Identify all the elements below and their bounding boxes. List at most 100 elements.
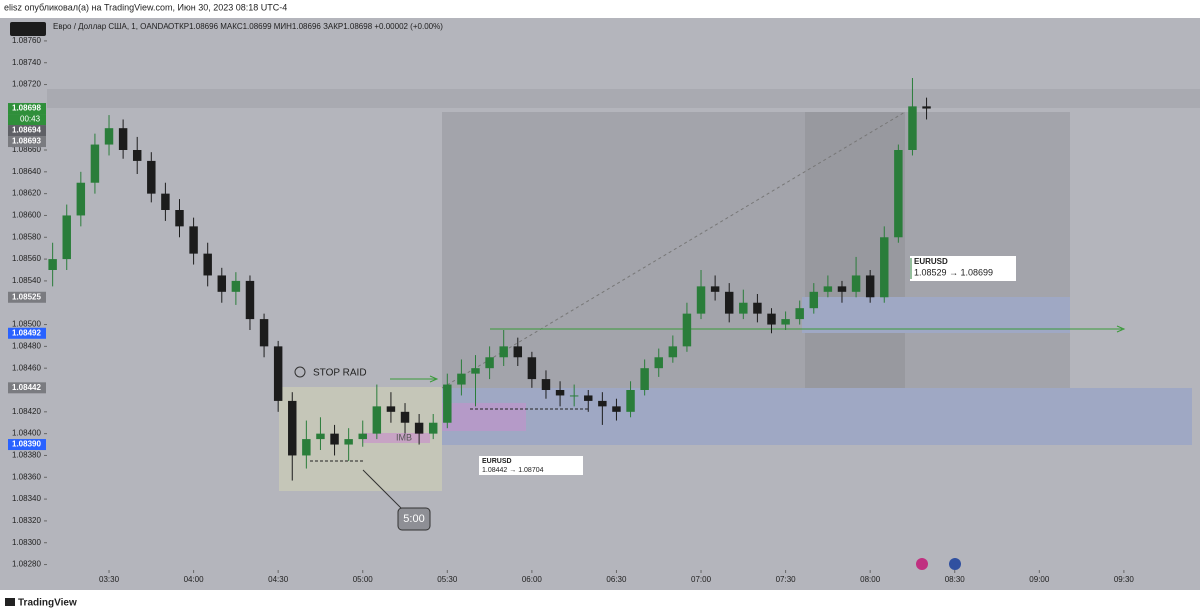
price-label-box bbox=[8, 291, 46, 303]
attribution: elisz опубликовал(а) на TradingView.com,… bbox=[4, 2, 287, 12]
y-tick-label: 1.08320 bbox=[12, 516, 41, 525]
candle-body bbox=[344, 439, 353, 445]
trade-symbol: EURUSD bbox=[482, 458, 512, 465]
candle-body bbox=[851, 275, 861, 292]
annotation: IMB bbox=[396, 432, 412, 442]
candle-body bbox=[273, 346, 283, 401]
candle-body bbox=[823, 286, 833, 292]
candle-body bbox=[400, 411, 410, 423]
countdown-box bbox=[8, 114, 46, 126]
candle-body bbox=[414, 422, 424, 434]
brand-logo bbox=[5, 598, 15, 606]
candle-body bbox=[288, 400, 297, 456]
price-label: 1.08694 bbox=[12, 126, 41, 135]
y-tick-label: 1.08480 bbox=[12, 341, 41, 350]
candle-body bbox=[189, 226, 198, 254]
zone-imbalance bbox=[363, 433, 430, 443]
candle-body bbox=[767, 313, 776, 325]
candle-body bbox=[457, 373, 466, 385]
candle-body bbox=[104, 128, 114, 145]
candle-body bbox=[90, 144, 100, 183]
countdown: 00:43 bbox=[20, 115, 41, 124]
candle-body bbox=[626, 390, 635, 412]
x-tick-label: 08:30 bbox=[945, 575, 966, 584]
candle-body bbox=[541, 379, 551, 390]
x-tick-label: 07:00 bbox=[691, 575, 712, 584]
candle-body bbox=[809, 291, 819, 309]
price-label: 1.08525 bbox=[12, 292, 41, 301]
y-tick-label: 1.08280 bbox=[12, 560, 41, 569]
price-label: 1.08492 bbox=[12, 328, 41, 337]
candle-body bbox=[922, 106, 931, 109]
price-label-box bbox=[8, 125, 46, 137]
x-tick-label: 06:30 bbox=[606, 575, 627, 584]
candle-body bbox=[217, 275, 227, 292]
candle-body bbox=[231, 280, 241, 292]
event-icon bbox=[916, 558, 928, 570]
x-tick-label: 07:30 bbox=[776, 575, 797, 584]
price-label: 1.08698 bbox=[12, 104, 41, 113]
candle-body bbox=[428, 422, 438, 434]
candle-body bbox=[781, 319, 790, 325]
candle-body bbox=[569, 395, 579, 397]
candle-body bbox=[118, 128, 128, 150]
x-tick-label: 08:00 bbox=[860, 575, 881, 584]
event-icon bbox=[949, 558, 961, 570]
y-tick-label: 1.08640 bbox=[12, 167, 41, 176]
price-label-box bbox=[8, 136, 46, 148]
y-tick-label: 1.08380 bbox=[12, 451, 41, 460]
zone-range bbox=[442, 112, 1070, 388]
candle-body bbox=[837, 286, 847, 292]
callout-box bbox=[397, 507, 431, 531]
trade-symbol: EURUSD bbox=[914, 257, 948, 266]
candle-body bbox=[584, 395, 593, 401]
trade-range: 1.08529 → 1.08699 bbox=[914, 267, 993, 277]
trade-label bbox=[479, 456, 583, 475]
annotation: 5:00 bbox=[403, 513, 424, 525]
trade-range: 1.08442 → 1.08704 bbox=[482, 467, 544, 474]
candle-body bbox=[203, 253, 212, 276]
candle-body bbox=[358, 433, 367, 440]
y-tick-label: 1.08360 bbox=[12, 472, 41, 481]
candle-body bbox=[485, 357, 494, 369]
bulb-icon bbox=[294, 366, 306, 378]
y-tick-label: 1.08600 bbox=[12, 211, 41, 220]
candle-body bbox=[682, 313, 692, 347]
y-tick-label: 1.08740 bbox=[12, 58, 41, 67]
y-tick-label: 1.08760 bbox=[12, 36, 41, 45]
y-tick-label: 1.08720 bbox=[12, 80, 41, 89]
price-label: 1.08693 bbox=[12, 137, 41, 146]
candle-body bbox=[739, 302, 748, 314]
x-tick-label: 03:30 bbox=[99, 575, 120, 584]
candle-body bbox=[499, 346, 508, 358]
candle-body bbox=[132, 150, 142, 161]
y-tick-label: 1.08400 bbox=[12, 429, 41, 438]
candle-body bbox=[76, 182, 86, 216]
plot bbox=[48, 78, 931, 481]
price-label-box bbox=[8, 103, 46, 115]
x-tick-label: 04:00 bbox=[184, 575, 205, 584]
candle-body bbox=[894, 150, 903, 238]
candle-body bbox=[654, 357, 663, 369]
zone-band bbox=[47, 89, 1200, 108]
candle-body bbox=[302, 439, 311, 456]
x-tick-label: 05:00 bbox=[353, 575, 374, 584]
instrument: Евро / Доллар США, 1, OANDA bbox=[53, 22, 169, 31]
candle-body bbox=[598, 400, 607, 407]
candle-body bbox=[753, 302, 762, 314]
y-tick-label: 1.08540 bbox=[12, 276, 41, 285]
zone-imbalance-2 bbox=[442, 403, 526, 431]
candle-body bbox=[48, 259, 57, 270]
candle-body bbox=[330, 433, 339, 445]
annotation: STOP RAID bbox=[313, 368, 367, 379]
candle-body bbox=[175, 210, 184, 227]
zone-demand bbox=[442, 388, 1192, 445]
y-tick-label: 1.08660 bbox=[12, 145, 41, 154]
arrow-head bbox=[1116, 325, 1126, 333]
x-tick-label: 04:30 bbox=[268, 575, 289, 584]
price-label: 1.08442 bbox=[12, 383, 41, 392]
candle-body bbox=[443, 384, 452, 423]
ohlc-legend: ОТКР1.08696 МАКС1.08699 МИН1.08696 ЗАКР1… bbox=[168, 22, 443, 31]
candle-body bbox=[386, 406, 396, 412]
